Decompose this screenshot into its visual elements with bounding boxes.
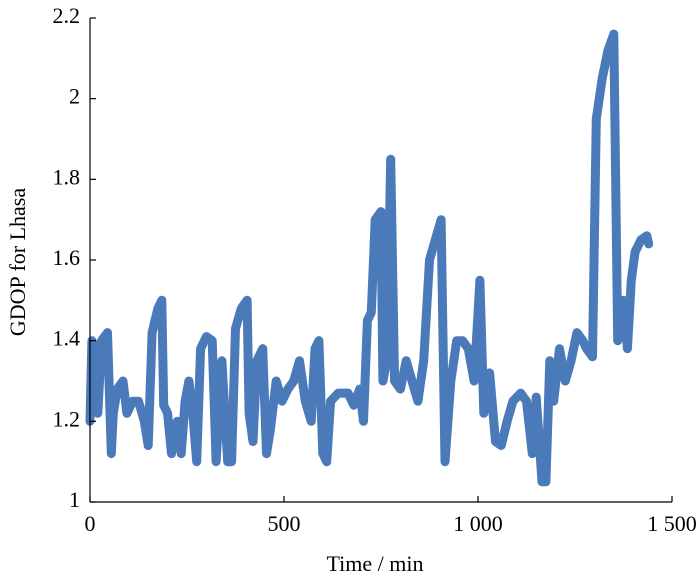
y-tick-label: 1.2 <box>53 406 81 431</box>
x-axis-label: Time / min <box>327 551 424 576</box>
y-tick-label: 1.8 <box>53 164 81 189</box>
x-tick-label: 500 <box>268 511 301 536</box>
x-tick-label: 1 000 <box>453 511 503 536</box>
y-axis-label: GDOP for Lhasa <box>5 188 30 336</box>
y-tick-label: 2.2 <box>53 3 81 28</box>
x-tick-label: 1 500 <box>647 511 697 536</box>
y-tick-label: 1 <box>69 487 80 512</box>
y-tick-label: 1.6 <box>53 245 81 270</box>
x-tick-label: 0 <box>85 511 96 536</box>
data-line <box>85 29 654 487</box>
y-tick-label: 2 <box>69 84 80 109</box>
y-tick-label: 1.4 <box>53 326 81 351</box>
